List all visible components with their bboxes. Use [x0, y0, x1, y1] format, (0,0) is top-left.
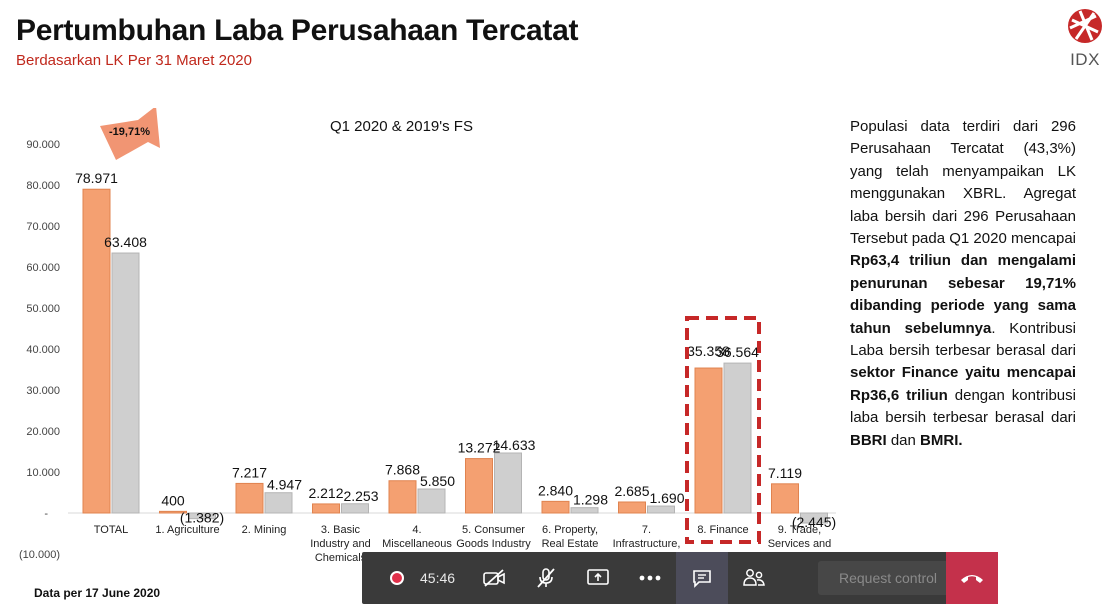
- bar-q1-2020-3: [312, 503, 340, 514]
- idx-logo: IDX: [1058, 6, 1112, 72]
- description-run-4: dengan kontribusi laba bersih terbesar b…: [850, 386, 1076, 427]
- chart-title: Q1 2020 & 2019's FS: [330, 118, 473, 135]
- description-run-0: Populasi data terdiri dari 296 Perusahaa…: [850, 118, 1076, 248]
- decline-arrow-icon: [100, 108, 160, 160]
- bar-q1-2020-9: [771, 483, 799, 514]
- data-date-footnote: Data per 17 June 2020: [34, 586, 161, 600]
- meeting-timer: 45:46: [420, 570, 456, 586]
- data-label-q1-2020-3: 2.212: [308, 485, 343, 501]
- bar-q1-2019-0: [111, 252, 140, 514]
- y-tick-label-7: 20.000: [26, 426, 60, 438]
- bar-q1-2019-9: [800, 512, 828, 524]
- data-label-q1-2020-8: 35.358: [687, 343, 730, 359]
- data-label-q1-2019-8: 36.564: [716, 344, 759, 360]
- participants-icon: [743, 569, 765, 586]
- hangup-button[interactable]: [946, 552, 998, 604]
- y-tick-label-6: 30.000: [26, 385, 60, 397]
- finance-highlight-box: [685, 316, 761, 544]
- y-tick-label-10: (10.000): [19, 549, 60, 561]
- bar-q1-2020-2: [235, 482, 264, 514]
- idx-logo-mark: [1068, 9, 1102, 43]
- data-label-q1-2019-4: 5.850: [420, 473, 455, 489]
- camera-off-icon: [483, 569, 505, 587]
- mic-off-icon: [537, 568, 555, 588]
- data-label-q1-2019-7: 1.690: [649, 490, 684, 506]
- bar-q1-2020-4: [388, 480, 417, 514]
- y-tick-label-4: 50.000: [26, 303, 60, 315]
- bar-q1-2019-5: [494, 452, 522, 514]
- camera-toggle-button[interactable]: [468, 552, 520, 604]
- description-run-2: . Kontribusi Laba bersih terbesar berasa…: [850, 319, 1076, 360]
- record-icon: [390, 571, 404, 585]
- bar-q1-2019-3: [341, 503, 369, 514]
- chat-icon: [693, 570, 711, 588]
- description-run-5: BBRI: [850, 431, 887, 449]
- data-label-q1-2019-1: (1.382): [180, 510, 224, 526]
- share-screen-icon: [587, 569, 609, 585]
- category-label-0: TOTAL: [94, 524, 128, 536]
- bar-q1-2020-0: [82, 188, 111, 514]
- data-label-q1-2020-6: 2.840: [538, 482, 573, 498]
- bar-q1-2020-8: [694, 367, 723, 514]
- profit-bar-chart: 90.000 80.000 70.000 60.000 50.000 40.000 30.0…: [0, 108, 840, 568]
- bar-q1-2019-7: [647, 505, 675, 514]
- bar-q1-2020-1: [159, 510, 187, 514]
- participants-button[interactable]: [728, 552, 780, 604]
- slide-title: Pertumbuhan Laba Perusahaan Tercatat: [16, 14, 579, 47]
- description-run-1: Rp63,4 triliun dan mengalami penurunan s…: [850, 252, 1076, 337]
- category-label-2: 2. Mining: [242, 524, 287, 536]
- bar-q1-2019-8: [723, 362, 752, 514]
- data-label-q1-2019-6: 1.298: [573, 492, 608, 508]
- description-text: Populasi data terdiri dari 296 Perusahaa…: [850, 116, 1076, 452]
- slide-subtitle: Berdasarkan LK Per 31 Maret 2020: [16, 52, 252, 69]
- data-label-q1-2020-4: 7.868: [385, 462, 420, 478]
- category-label-8: 8. Finance: [697, 524, 748, 536]
- y-tick-label-1: 80.000: [26, 180, 60, 192]
- more-icon: [639, 575, 661, 581]
- data-label-q1-2019-9: (2.445): [792, 514, 836, 530]
- data-label-q1-2019-3: 2.253: [343, 488, 378, 504]
- more-options-button[interactable]: [624, 552, 676, 604]
- mic-toggle-button[interactable]: [520, 552, 572, 604]
- chat-button[interactable]: [676, 552, 728, 604]
- y-tick-label-2: 70.000: [26, 221, 60, 233]
- data-label-q1-2020-1: 400: [161, 492, 185, 508]
- decline-annotation: -19,71%: [109, 126, 150, 138]
- data-label-q1-2019-5: 14.633: [493, 437, 536, 453]
- meeting-control-bar: 45:46: [362, 552, 998, 604]
- bar-q1-2019-2: [264, 492, 293, 514]
- bar-q1-2019-6: [570, 507, 599, 514]
- bar-q1-2019-1: [188, 512, 216, 520]
- category-label-3: 3. Basic Industry and Chemicals: [310, 524, 371, 564]
- data-label-q1-2020-0: 78.971: [75, 170, 118, 186]
- y-tick-label-8: 10.000: [26, 467, 60, 479]
- category-label-1: 1. Agriculture: [155, 524, 219, 536]
- record-indicator: [374, 552, 420, 604]
- y-tick-label-0: 90.000: [26, 139, 60, 151]
- data-label-q1-2020-5: 13.272: [458, 440, 501, 456]
- y-tick-label-9: -: [44, 508, 48, 520]
- bar-q1-2020-5: [465, 458, 493, 514]
- request-control-button[interactable]: Request control: [818, 561, 958, 595]
- data-label-q1-2019-2: 4.947: [267, 477, 302, 493]
- description-run-6: dan: [886, 431, 921, 449]
- bar-q1-2020-7: [618, 501, 646, 514]
- share-screen-button[interactable]: [572, 552, 624, 604]
- idx-logo-text: IDX: [1070, 50, 1100, 69]
- y-tick-label-5: 40.000: [26, 344, 60, 356]
- data-label-q1-2020-9: 7.119: [768, 465, 802, 481]
- data-label-q1-2020-2: 7.217: [232, 464, 267, 480]
- bar-q1-2019-4: [417, 488, 446, 514]
- bar-q1-2020-6: [541, 500, 570, 514]
- hangup-icon: [961, 575, 983, 583]
- chart-svg: 90.000 80.000 70.000 60.000 50.000 40.000 30.0…: [19, 108, 836, 564]
- data-label-q1-2019-0: 63.408: [104, 234, 147, 250]
- data-label-q1-2020-7: 2.685: [614, 483, 649, 499]
- description-run-3: sektor Finance yaitu mencapai Rp36,6 tri…: [850, 364, 1076, 404]
- category-label-6: 6. Property, Real Estate: [542, 524, 599, 550]
- y-tick-label-3: 60.000: [26, 262, 60, 274]
- description-run-7: BMRI.: [920, 431, 963, 449]
- category-label-5: 5. Consumer Goods Industry: [456, 524, 531, 550]
